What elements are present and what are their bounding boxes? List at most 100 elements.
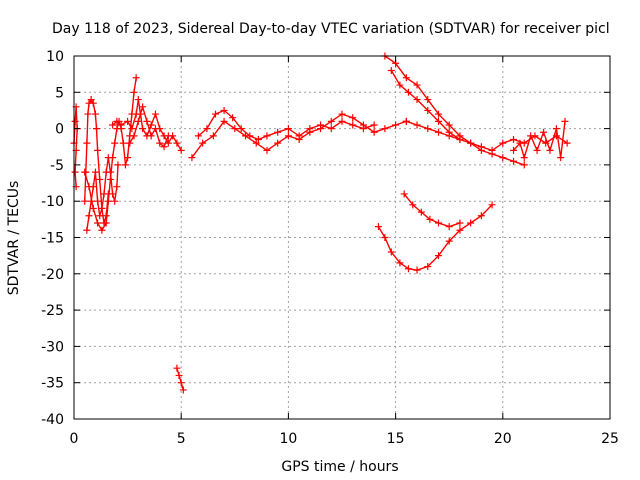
data-point <box>109 121 117 129</box>
y-tick-label: -40 <box>41 412 64 428</box>
series-seg-early-a <box>70 103 81 191</box>
data-point <box>381 125 389 133</box>
data-point <box>434 219 442 227</box>
data-point <box>456 226 464 234</box>
data-point <box>477 143 485 151</box>
data-point <box>71 168 79 176</box>
data-point <box>374 223 382 231</box>
series-seg-early-f <box>126 103 172 151</box>
x-axis-label: GPS time / hours <box>281 459 398 475</box>
data-point <box>100 190 108 198</box>
series-line <box>197 109 375 141</box>
data-point <box>229 114 237 122</box>
y-tick-label: -15 <box>41 231 64 247</box>
series-line <box>129 104 169 148</box>
series-seg-late-desc <box>381 52 528 169</box>
data-point <box>338 117 346 125</box>
series-seg-main-a <box>188 110 410 162</box>
data-point <box>124 117 132 125</box>
data-point <box>113 183 121 191</box>
data-point <box>434 117 442 125</box>
data-point <box>359 125 367 133</box>
data-point <box>164 132 172 140</box>
series-line <box>406 120 568 152</box>
plot-area <box>70 52 571 394</box>
y-tick-label: 0 <box>55 122 64 138</box>
data-point <box>102 219 110 227</box>
data-point <box>147 121 155 129</box>
data-point <box>84 110 92 118</box>
data-point <box>220 106 228 114</box>
series-line <box>84 77 137 232</box>
data-point <box>561 117 569 125</box>
data-point <box>477 212 485 220</box>
data-point <box>370 128 378 136</box>
data-point <box>396 81 404 89</box>
data-point <box>413 96 421 104</box>
series-seg-late-desc-b <box>387 67 464 143</box>
data-point <box>510 135 518 143</box>
data-point <box>520 161 528 169</box>
data-point <box>126 139 134 147</box>
data-point <box>209 132 217 140</box>
series-seg-early-c <box>83 154 122 234</box>
data-point <box>134 96 142 104</box>
data-point <box>114 161 122 169</box>
data-point <box>540 128 548 136</box>
data-point <box>177 146 185 154</box>
data-point <box>132 74 140 82</box>
data-point <box>387 248 395 256</box>
ticks <box>73 55 611 420</box>
data-point <box>89 204 97 212</box>
data-point <box>456 219 464 227</box>
data-point <box>212 110 220 118</box>
data-point <box>175 371 183 379</box>
data-point <box>510 146 518 154</box>
data-point <box>117 121 125 129</box>
data-point <box>404 88 412 96</box>
data-point <box>91 110 99 118</box>
data-point <box>134 117 142 125</box>
series-seg-early-e <box>109 96 185 154</box>
data-point <box>295 132 303 140</box>
x-tick-label: 10 <box>279 431 297 447</box>
tick-labels: 0 5 10 15 20 25 -40 -35 -30 -25 -20 -15 -10 -5 0 5 10 <box>41 49 619 447</box>
data-point <box>349 121 357 129</box>
data-point <box>109 190 117 198</box>
chart-title: Day 118 of 2023, Sidereal Day-to-day VTE… <box>52 21 610 37</box>
y-tick-label: 5 <box>55 85 64 101</box>
data-point <box>87 96 95 104</box>
data-point <box>203 125 211 133</box>
x-tick-label: 20 <box>494 431 512 447</box>
data-point <box>156 139 164 147</box>
data-point <box>160 143 168 151</box>
data-point <box>81 168 89 176</box>
data-point <box>557 154 565 162</box>
data-point <box>111 197 119 205</box>
data-point <box>424 263 432 271</box>
data-point <box>124 154 132 162</box>
data-point <box>445 121 453 129</box>
data-point <box>130 132 138 140</box>
data-point <box>254 135 262 143</box>
data-point <box>426 215 434 223</box>
data-point <box>349 114 357 122</box>
data-point <box>274 139 282 147</box>
data-point <box>139 103 147 111</box>
data-point <box>177 379 185 387</box>
data-point <box>179 386 187 394</box>
series-seg-main-b <box>194 106 378 143</box>
data-point <box>94 219 102 227</box>
y-tick-label: 10 <box>46 49 64 65</box>
data-point <box>246 132 254 140</box>
data-point <box>424 106 432 114</box>
grid <box>74 56 610 419</box>
data-point <box>327 117 335 125</box>
data-point <box>546 146 554 154</box>
series-line <box>176 367 184 391</box>
data-point <box>83 139 91 147</box>
data-point <box>237 125 245 133</box>
data-point <box>96 212 104 220</box>
y-axis-label: SDTVAR / TECUs <box>6 181 22 296</box>
data-point <box>111 139 119 147</box>
